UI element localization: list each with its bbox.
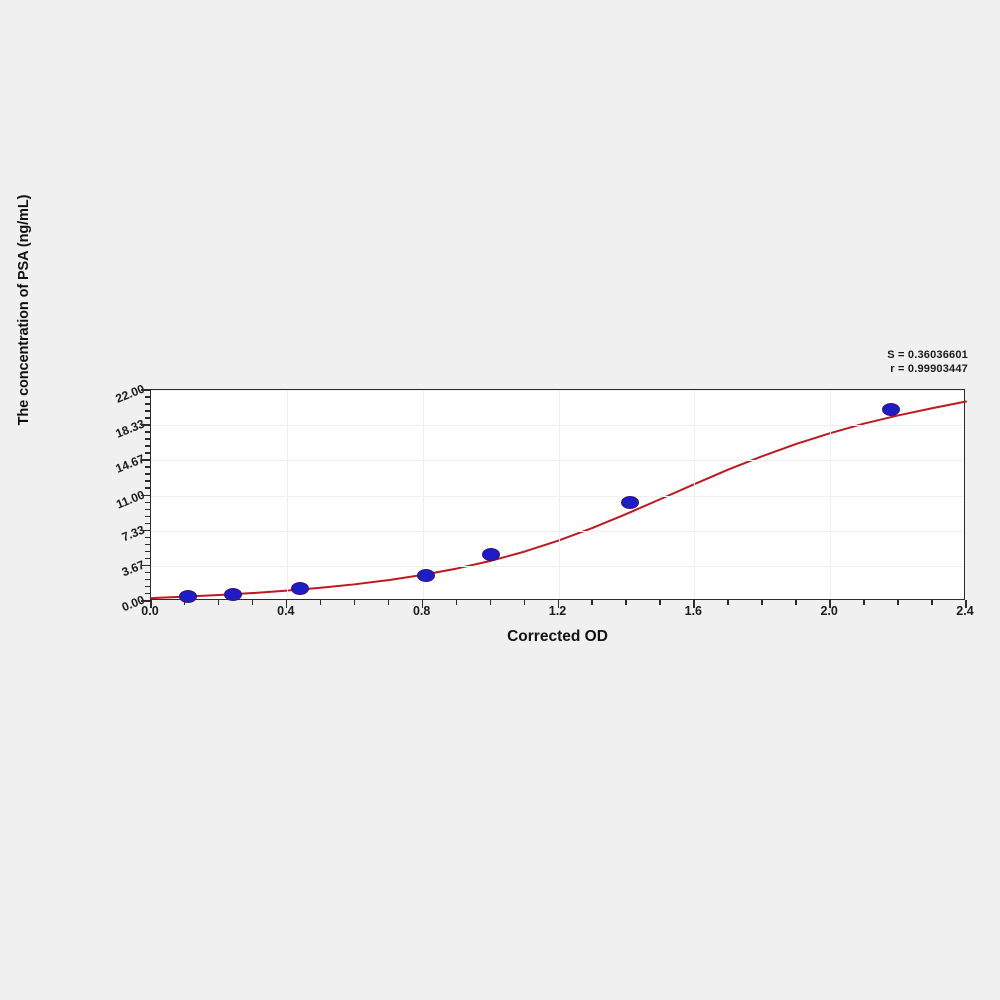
x-tick-minor (489, 600, 492, 605)
y-tick-minor (145, 410, 150, 412)
plot-area (150, 389, 967, 603)
gridline-horizontal (151, 565, 964, 567)
x-tick-major (150, 600, 152, 608)
x-tick-major (829, 600, 831, 608)
data-point (223, 587, 242, 601)
gridline-vertical (830, 390, 832, 599)
y-tick-minor (145, 438, 150, 440)
y-tick-minor (145, 508, 150, 511)
x-tick-minor (523, 600, 526, 605)
y-tick-minor (145, 403, 150, 405)
r-value-label: r = 0.99903447 (890, 363, 968, 375)
x-tick-minor (897, 600, 899, 605)
gridline-horizontal (151, 425, 964, 427)
x-tick-major (965, 600, 967, 608)
x-tick-minor (319, 600, 322, 605)
data-point (481, 547, 500, 561)
plot-inner (150, 390, 967, 603)
y-axis-tick-labels: 0.00 3.67 7.33 11.00 14.67 18.33 22.00 (62, 382, 147, 615)
y-tick-major (141, 494, 150, 496)
x-tick-label: 2.4 (956, 604, 974, 618)
x-tick-minor (863, 600, 865, 605)
gridline-horizontal (151, 530, 964, 532)
x-tick-minor (625, 600, 627, 605)
y-tick-minor (145, 466, 150, 468)
y-tick-major (141, 564, 150, 567)
x-tick-major (557, 600, 559, 608)
y-axis-ticks (135, 389, 150, 602)
fit-statistics-annotation: S = 0.36036601 r = 0.99903447 (700, 348, 968, 376)
x-tick-label: 1.2 (548, 604, 567, 618)
x-tick-major (421, 600, 424, 608)
x-tick-major (693, 600, 695, 608)
y-tick-minor (145, 536, 150, 539)
y-tick-minor (145, 501, 150, 504)
y-tick-major (141, 529, 150, 532)
x-axis-ticks (150, 600, 967, 612)
y-tick-minor (145, 571, 150, 574)
gridline-vertical (694, 390, 696, 599)
data-point (417, 568, 436, 582)
gridline-vertical (286, 390, 288, 599)
y-tick-minor (145, 515, 150, 518)
x-tick-minor (795, 600, 797, 605)
x-tick-minor (761, 600, 763, 605)
y-tick-minor (145, 431, 150, 433)
y-tick-minor (145, 487, 150, 489)
x-axis-title: Corrected OD (507, 628, 608, 645)
y-tick-minor (145, 557, 150, 560)
y-tick-minor (145, 452, 150, 454)
x-tick-minor (183, 600, 186, 605)
gridline-vertical (422, 390, 424, 599)
data-point (882, 402, 901, 416)
y-tick-minor (145, 473, 150, 475)
x-tick-label: 2.0 (820, 604, 838, 618)
x-tick-label: 0.0 (141, 604, 159, 618)
x-tick-minor (659, 600, 661, 605)
gridline-horizontal (151, 460, 964, 462)
y-tick-minor (145, 445, 150, 447)
x-axis-tick-labels: 0.0 0.4 0.8 1.2 1.6 2.0 2.4 (141, 604, 973, 624)
x-tick-minor (727, 600, 729, 605)
s-value-label: S = 0.36036601 (887, 349, 968, 361)
gridline-vertical (558, 390, 560, 599)
x-tick-major (285, 600, 288, 608)
x-tick-label: 0.4 (277, 604, 295, 618)
y-tick-minor (145, 592, 150, 595)
x-tick-label: 1.6 (684, 604, 703, 618)
y-tick-minor (145, 550, 150, 553)
x-tick-minor (455, 600, 458, 605)
data-point (620, 495, 639, 509)
y-tick-major (141, 459, 150, 461)
y-axis-title: The concentration of PSA (ng/mL) (16, 194, 32, 426)
gridline-horizontal (151, 495, 964, 497)
x-tick-minor (591, 600, 593, 605)
y-tick-minor (145, 480, 150, 482)
x-tick-minor (251, 600, 254, 605)
y-tick-minor (145, 585, 150, 588)
y-tick-minor (145, 417, 150, 419)
x-tick-label: 0.8 (412, 604, 431, 618)
gridline-horizontal (151, 390, 964, 391)
y-tick-minor (145, 396, 150, 398)
x-tick-minor (353, 600, 356, 605)
y-tick-major (141, 389, 150, 391)
y-tick-major (141, 424, 150, 426)
y-tick-minor (145, 578, 150, 581)
data-point (179, 589, 198, 603)
x-tick-minor (387, 600, 390, 605)
data-point (291, 582, 310, 596)
y-tick-major (141, 600, 150, 602)
y-tick-minor (145, 522, 150, 525)
x-tick-minor (217, 600, 220, 605)
x-tick-minor (931, 600, 933, 605)
y-tick-minor (145, 543, 150, 546)
